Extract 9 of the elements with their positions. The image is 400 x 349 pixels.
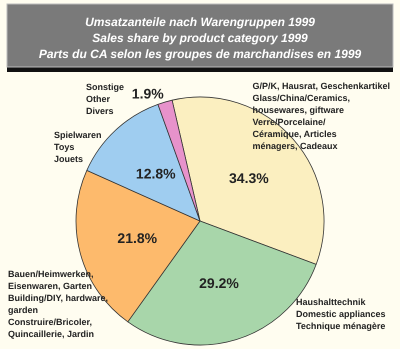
data-label: 1.9%: [132, 86, 164, 102]
data-label: 34.3%: [229, 170, 270, 186]
slice-label: Sonstige Other Divers: [86, 82, 124, 116]
chart-title: Umsatzanteile nach Warengruppen 1999 Sales share by product category 1999 Parts du CA selon les groupes de marchandises en 1999: [38, 15, 362, 61]
data-label: 21.8%: [117, 230, 158, 246]
data-label: 12.8%: [136, 165, 176, 182]
data-label: 29.2%: [199, 275, 240, 292]
slice-label: Spielwaren Toys Jouets: [54, 130, 102, 164]
slice-label: Haushalttechnik Domestic appliances Technique ménagère: [296, 297, 386, 331]
